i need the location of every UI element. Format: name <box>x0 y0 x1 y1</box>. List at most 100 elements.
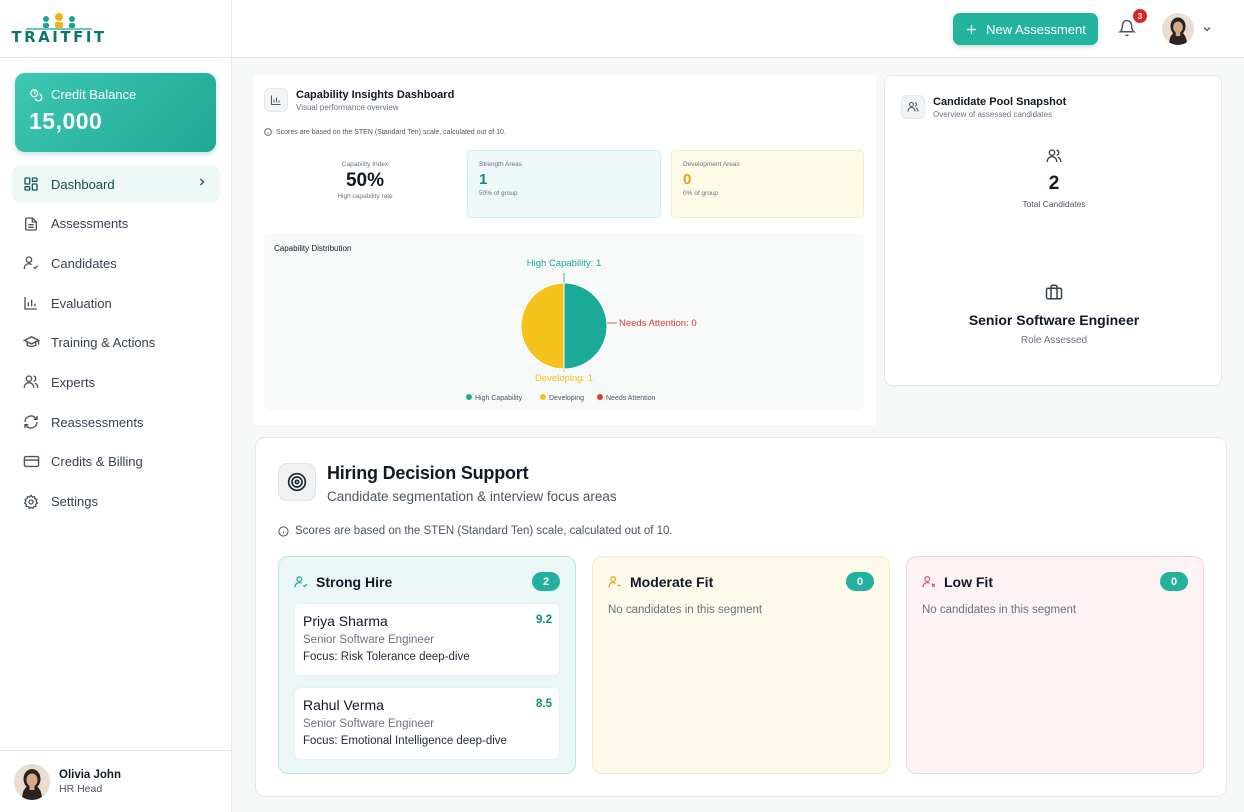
hiring-subtitle: Candidate segmentation & interview focus… <box>327 489 617 504</box>
stat-label: Development Areas <box>683 161 740 168</box>
stat-caption: 0% of group <box>683 190 719 197</box>
brand-name: TRAITFIT <box>11 27 107 46</box>
target-icon <box>278 463 316 501</box>
hiring-decision-panel: Hiring Decision Support Candidate segmen… <box>255 437 1227 797</box>
briefcase-icon <box>1045 284 1063 300</box>
candidate-pool-panel: Candidate Pool Snapshot Overview of asse… <box>884 75 1222 386</box>
nav-item-experts[interactable]: Experts <box>12 363 220 401</box>
stat-value: 1 <box>479 171 488 188</box>
credit-balance-card[interactable]: Credit Balance 15,000 <box>15 73 216 152</box>
user-check-icon <box>22 254 40 272</box>
info-icon <box>264 128 272 136</box>
candidate-card[interactable]: Priya Sharma Senior Software Engineer Fo… <box>294 603 560 676</box>
nav-item-credits-billing[interactable]: Credits & Billing <box>12 443 220 481</box>
stat-label: Strength Areas <box>479 161 522 168</box>
candidate-card[interactable]: Rahul Verma Senior Software Engineer Foc… <box>294 687 560 760</box>
hiring-title: Hiring Decision Support <box>327 463 529 483</box>
pool-title: Candidate Pool Snapshot <box>933 96 1067 108</box>
pie-slice-high-capability[interactable] <box>563 282 608 370</box>
legend-swatch <box>540 394 546 400</box>
capability-distribution-chart: Capability Distribution High Capability:… <box>264 233 864 410</box>
graduation-cap-icon <box>22 334 40 352</box>
main-nav: Dashboard Assessments Candidates Evaluat… <box>12 165 220 522</box>
info-icon <box>278 525 289 537</box>
avatar <box>14 763 50 800</box>
credit-card-icon <box>22 453 40 471</box>
user-x-icon <box>922 576 936 588</box>
user-role: HR Head <box>59 782 103 795</box>
legend-label: High Capability <box>475 395 523 402</box>
segment-low-fit: Low Fit 0 No candidates in this segment <box>906 556 1204 774</box>
credit-title: Credit Balance <box>51 87 137 102</box>
segment-moderate-fit: Moderate Fit 0 No candidates in this seg… <box>592 556 890 774</box>
total-candidates-label: Total Candidates <box>1022 199 1086 209</box>
gear-icon <box>22 493 40 511</box>
stat-caption: 50% of group <box>479 190 518 197</box>
users-icon <box>901 95 925 119</box>
users-icon <box>1046 149 1062 162</box>
nav-item-evaluation[interactable]: Evaluation <box>12 284 220 322</box>
segment-count-badge: 0 <box>846 572 874 591</box>
segment-count-badge: 0 <box>1160 572 1188 591</box>
bar-chart-icon <box>264 88 288 112</box>
segment-empty-text: No candidates in this segment <box>922 604 1077 616</box>
document-icon <box>22 215 40 233</box>
role-title: Senior Software Engineer <box>968 312 1140 328</box>
segment-count-badge: 2 <box>532 572 560 591</box>
nav-item-assessments[interactable]: Assessments <box>12 205 220 243</box>
pool-subtitle: Overview of assessed candidates <box>933 110 1053 119</box>
nav-item-training[interactable]: Training & Actions <box>12 324 220 362</box>
grid-icon <box>22 175 40 193</box>
slice-label: Needs Attention: 0 <box>619 318 697 329</box>
user-profile[interactable]: Olivia John HR Head <box>0 750 231 812</box>
segment-label: Moderate Fit <box>630 574 714 590</box>
user-check-icon <box>294 576 308 588</box>
chart-title: Capability Distribution <box>274 244 352 253</box>
development-areas-card: Development Areas 0 0% of group <box>671 150 864 218</box>
stat-value: 0 <box>683 171 692 188</box>
slice-label: High Capability: 1 <box>527 258 601 269</box>
nav-label: Dashboard <box>51 176 115 192</box>
coins-icon <box>30 88 43 101</box>
segment-empty-text: No candidates in this segment <box>608 604 763 616</box>
nav-label: Candidates <box>51 255 117 271</box>
stat-caption: High capability rate <box>337 193 393 200</box>
pie-slice-developing[interactable] <box>520 282 565 370</box>
header-avatar[interactable] <box>1162 13 1194 45</box>
segment-strong-hire: Strong Hire 2 Priya Sharma Senior Softwa… <box>278 556 576 774</box>
legend-label: Needs Attention <box>606 395 656 402</box>
role-assessed-stat: Senior Software Engineer Role Assessed <box>885 283 1223 346</box>
nav-label: Credits & Billing <box>51 454 143 470</box>
insights-subtitle: Visual performance overview <box>296 103 399 112</box>
candidate-score: 8.5 <box>536 698 552 710</box>
candidate-focus: Focus: Risk Tolerance deep-dive <box>303 651 470 663</box>
nav-item-candidates[interactable]: Candidates <box>12 244 220 282</box>
logo[interactable]: TRAITFIT <box>0 0 231 58</box>
nav-item-dashboard[interactable]: Dashboard <box>12 165 220 203</box>
chevron-down-icon[interactable] <box>1201 22 1213 40</box>
users-icon <box>22 373 40 391</box>
slice-label: Developing: 1 <box>535 373 593 384</box>
candidate-role: Senior Software Engineer <box>303 718 435 730</box>
role-label: Role Assessed <box>1020 335 1088 346</box>
bell-icon[interactable] <box>1118 19 1136 37</box>
strength-areas-card: Strength Areas 1 50% of group <box>467 150 661 218</box>
stat-value: 50% <box>345 170 385 191</box>
capability-index-card: Capability Index 50% High capability rat… <box>265 150 465 218</box>
stat-label: Capability Index <box>341 161 389 168</box>
candidate-focus: Focus: Emotional Intelligence deep-dive <box>303 735 507 747</box>
credit-value: 15,000 <box>29 108 103 134</box>
nav-label: Experts <box>51 374 96 390</box>
refresh-icon <box>22 413 40 431</box>
nav-label: Evaluation <box>51 295 112 311</box>
new-assessment-button[interactable]: New Assessment <box>953 13 1098 45</box>
total-candidates-value: 2 <box>1048 173 1060 194</box>
new-assessment-label: New Assessment <box>986 21 1086 37</box>
insights-note: Scores are based on the STEN (Standard T… <box>276 128 506 136</box>
candidate-name: Rahul Verma <box>303 697 384 713</box>
insights-title: Capability Insights Dashboard <box>296 89 455 101</box>
segment-label: Strong Hire <box>316 574 393 590</box>
nav-item-settings[interactable]: Settings <box>12 483 220 521</box>
bar-chart-icon <box>22 294 40 312</box>
nav-item-reassessments[interactable]: Reassessments <box>12 403 220 441</box>
